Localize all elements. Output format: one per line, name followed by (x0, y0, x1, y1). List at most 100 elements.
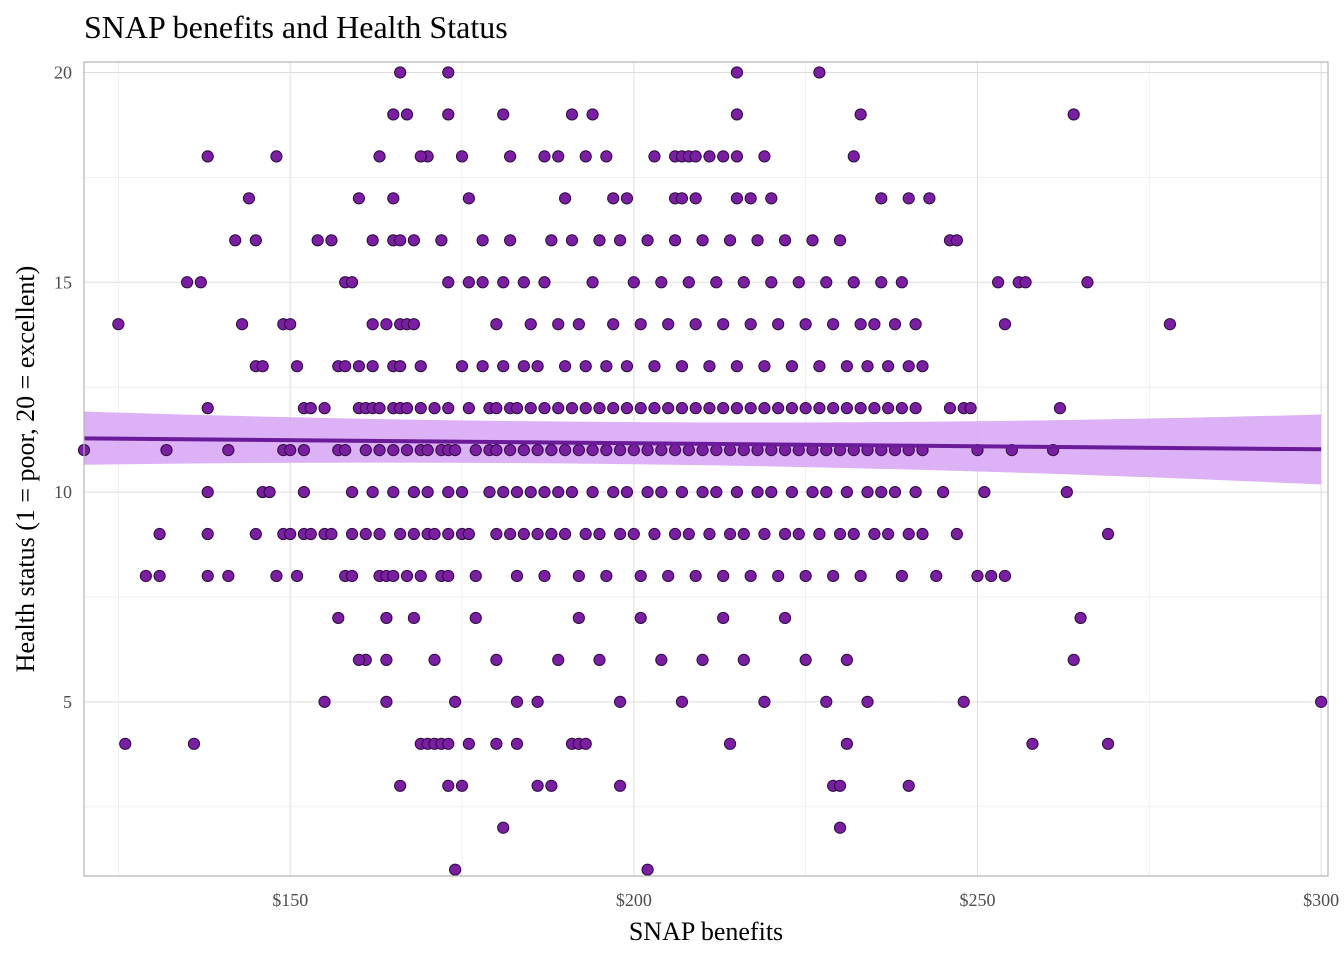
data-point (400, 402, 414, 415)
data-point (517, 527, 530, 541)
data-point (627, 444, 640, 457)
data-point (765, 485, 778, 499)
data-point (937, 485, 950, 499)
data-point (579, 402, 592, 415)
data-point (545, 779, 558, 792)
data-point (442, 402, 455, 415)
data-point (531, 360, 544, 373)
data-point (565, 108, 579, 121)
data-point (524, 402, 537, 415)
data-point (373, 527, 386, 541)
data-point (394, 360, 407, 373)
data-point (717, 150, 730, 163)
data-point (1060, 485, 1073, 499)
data-point (696, 485, 709, 499)
data-point (978, 485, 991, 499)
data-point (552, 150, 565, 163)
data-point (765, 192, 778, 205)
data-point (799, 569, 812, 583)
data-point (772, 402, 785, 415)
data-point (442, 276, 455, 289)
chart-title: SNAP benefits and Health Status (84, 9, 508, 45)
data-point (373, 402, 386, 415)
x-tick-label: $150 (272, 890, 308, 910)
data-point (600, 360, 613, 373)
data-point (620, 360, 634, 373)
data-point (641, 444, 654, 457)
data-point (861, 360, 874, 373)
data-point (717, 318, 730, 331)
data-point (490, 318, 503, 331)
data-point (1067, 108, 1080, 121)
data-point (160, 444, 173, 457)
x-axis-ticks: $150 $200 $250 $300 (272, 890, 1339, 910)
data-point (668, 234, 682, 247)
data-point (613, 779, 627, 792)
data-point (586, 276, 599, 289)
data-point (634, 569, 647, 583)
data-point (119, 737, 132, 750)
y-axis-ticks: 5 10 15 20 (54, 62, 72, 711)
data-point (249, 527, 262, 541)
data-point (710, 276, 723, 289)
data-point (504, 444, 517, 457)
data-point (751, 485, 764, 499)
data-point (407, 485, 421, 499)
data-point (895, 569, 908, 583)
data-point (201, 402, 214, 415)
data-point (559, 527, 572, 541)
data-point (909, 402, 922, 415)
data-point (820, 485, 833, 499)
data-point (723, 527, 737, 541)
data-point (806, 234, 819, 247)
data-point (909, 318, 922, 331)
data-point (339, 360, 352, 373)
data-point (455, 485, 469, 499)
data-point (572, 611, 585, 625)
data-point (744, 192, 757, 205)
data-point (414, 150, 427, 163)
data-point (483, 485, 496, 499)
data-point (902, 779, 915, 792)
x-tick-label: $300 (1303, 890, 1339, 910)
data-point (778, 234, 792, 247)
data-point (730, 108, 744, 121)
data-point (394, 234, 407, 247)
data-point (641, 234, 654, 247)
data-point (428, 402, 441, 415)
data-point (875, 276, 888, 289)
data-point (620, 485, 634, 499)
data-point (469, 569, 482, 583)
data-point (400, 108, 414, 121)
data-point (806, 485, 819, 499)
data-point (455, 360, 469, 373)
data-point (847, 276, 860, 289)
data-point (634, 611, 647, 625)
data-point (668, 527, 682, 541)
data-point (662, 318, 675, 331)
data-point (758, 150, 771, 163)
data-point (517, 276, 530, 289)
data-point (730, 66, 744, 79)
data-point (703, 402, 716, 415)
data-point (297, 485, 311, 499)
data-point (435, 234, 448, 247)
data-point (1315, 695, 1328, 708)
data-point (538, 402, 551, 415)
data-point (366, 234, 379, 247)
data-point (827, 318, 840, 331)
data-point (840, 485, 853, 499)
data-point (641, 485, 654, 499)
data-point (565, 402, 579, 415)
data-point (875, 192, 888, 205)
data-point (607, 318, 620, 331)
data-point (1163, 318, 1177, 331)
data-point (497, 485, 510, 499)
data-point (270, 150, 283, 163)
data-point (950, 527, 963, 541)
data-point (772, 569, 785, 583)
data-point (613, 527, 627, 541)
data-point (882, 360, 895, 373)
trend-line (83, 436, 1322, 452)
scatter-points (77, 66, 1328, 876)
